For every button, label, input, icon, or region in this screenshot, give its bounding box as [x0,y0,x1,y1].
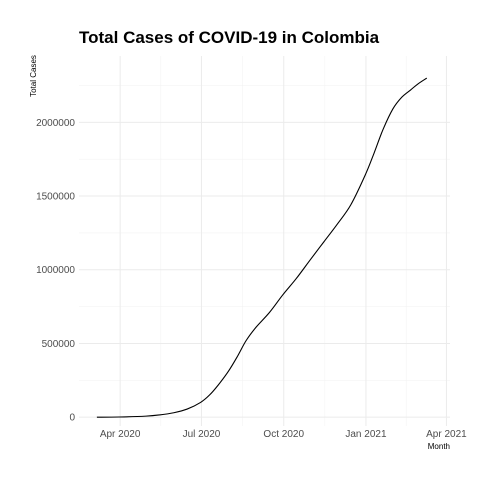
series-line [96,77,428,418]
series-lines [96,77,428,418]
y-tick-label: 0 [69,413,75,424]
x-tick-label: Apr 2020 [100,429,141,440]
y-axis-label: Total Cases [29,55,38,97]
x-tick-label: Oct 2020 [263,429,304,440]
chart-title: Total Cases of COVID-19 in Colombia [79,28,380,47]
tick-labels: 0 500000 1000000 1500000 2000000 Apr 2020 Jul … [36,118,467,440]
y-tick-label: 500000 [42,339,76,350]
y-tick-label: 2000000 [36,118,75,129]
x-tick-label: Jul 2020 [183,429,221,440]
y-tick-label: 1500000 [36,192,75,203]
y-tick-label: 1000000 [36,265,75,276]
x-tick-label: Jan 2021 [345,429,387,440]
grid-lines [79,56,450,426]
x-axis-label: Month [428,442,450,451]
x-tick-label: Apr 2021 [426,429,467,440]
